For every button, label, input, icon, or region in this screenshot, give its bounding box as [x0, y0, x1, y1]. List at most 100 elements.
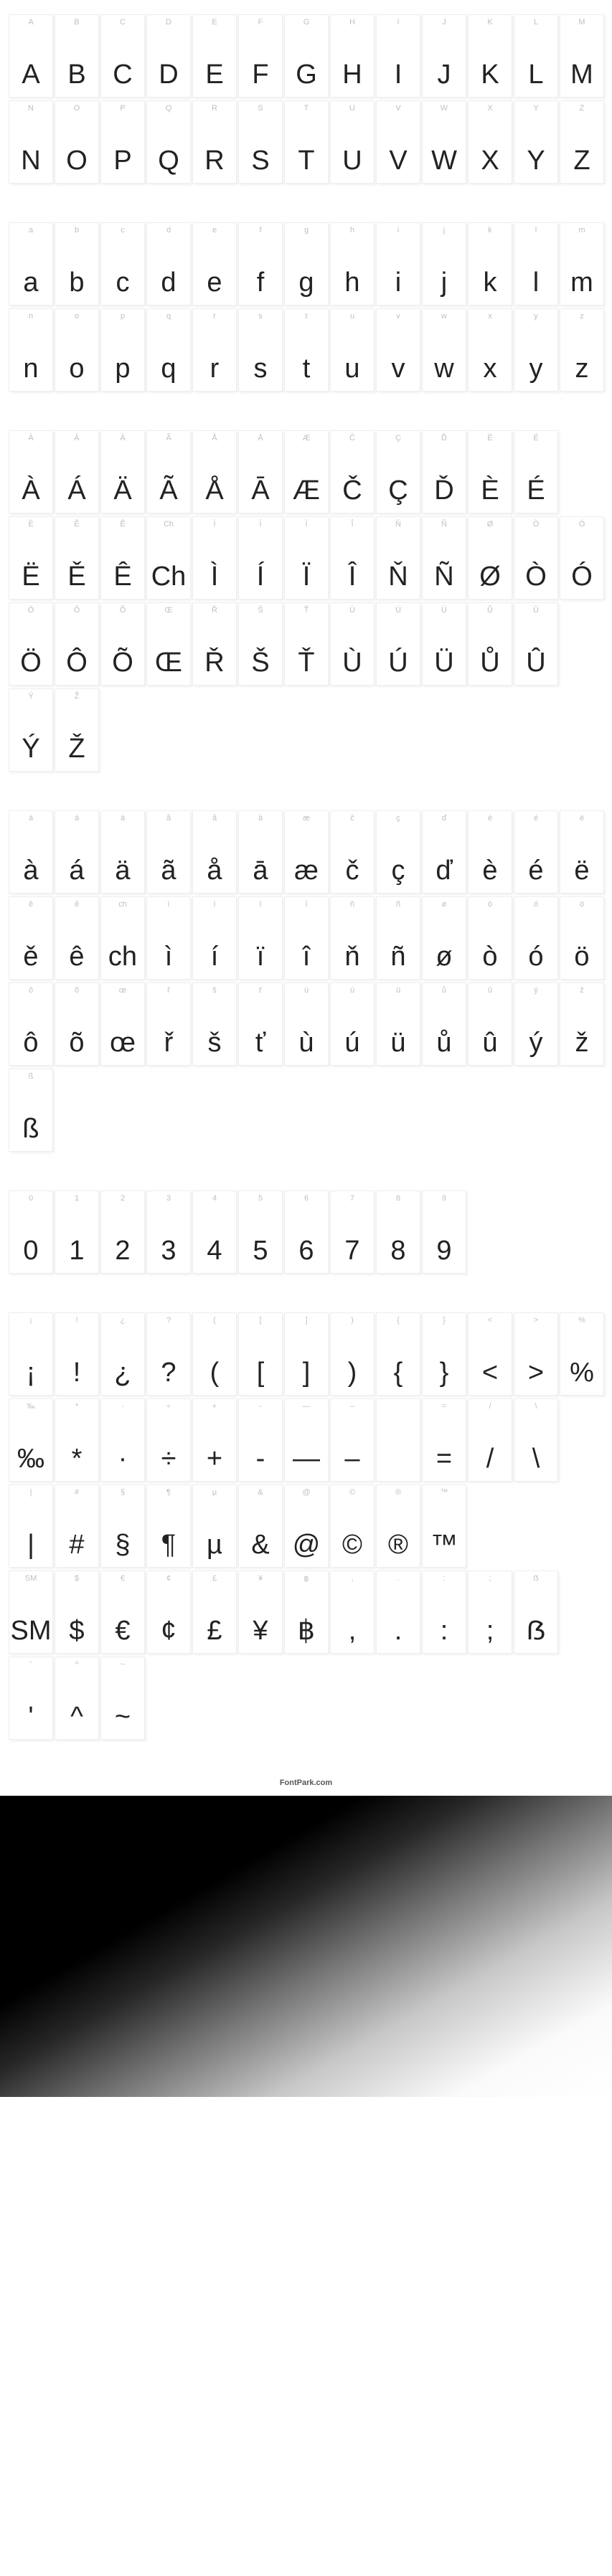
glyph-label: Ã [147, 434, 190, 442]
glyph-label: 7 [331, 1194, 374, 1203]
glyph-label: y [514, 312, 557, 321]
glyph-label: w [423, 312, 466, 321]
glyph-cell: ÍÍ [238, 516, 283, 600]
glyph-label: i [377, 226, 420, 235]
glyph-cell: 44 [192, 1190, 237, 1274]
glyph-label: O [55, 104, 98, 113]
glyph-cell: kk [468, 222, 512, 306]
glyph-label: ä [101, 814, 144, 823]
glyph-cell: $$ [55, 1571, 99, 1654]
glyph-cell: ÃÃ [146, 430, 191, 513]
glyph-cell: PP [100, 100, 145, 184]
glyph-label: C [101, 18, 144, 27]
glyph-display: W [423, 147, 466, 174]
glyph-display: 0 [9, 1237, 52, 1264]
glyph-display: É [514, 477, 557, 504]
glyph-display: Č [331, 477, 374, 504]
glyph-cell: āā [238, 810, 283, 894]
glyph-cell: ÜÜ [422, 602, 466, 686]
glyph-display: / [469, 1445, 512, 1472]
glyph-cell: ïï [238, 896, 283, 980]
glyph-row: ßß [9, 1069, 603, 1152]
glyph-label: ! [55, 1316, 98, 1325]
glyph-label: 1 [55, 1194, 98, 1203]
glyph-cell: pp [100, 308, 145, 392]
glyph-cell: DD [146, 14, 191, 98]
glyph-label: & [239, 1488, 282, 1497]
glyph-label: Ó [560, 520, 603, 529]
glyph-cell: ää [100, 810, 145, 894]
glyph-display: Ó [560, 563, 603, 590]
glyph-display: 8 [377, 1237, 420, 1264]
glyph-display: ™ [423, 1531, 466, 1558]
glyph-cell: 66 [284, 1190, 329, 1274]
glyph-label: ñ [377, 900, 420, 909]
glyph-display: F [239, 61, 282, 88]
glyph-display: – [331, 1445, 374, 1472]
glyph-cell: §§ [100, 1484, 145, 1568]
glyph-cell: ÙÙ [330, 602, 375, 686]
glyph-label: ì [147, 900, 190, 909]
glyph-label: q [147, 312, 190, 321]
glyph-cell: !! [55, 1312, 99, 1396]
glyph-cell: \\ [514, 1398, 558, 1482]
glyph-display: A [9, 61, 52, 88]
glyph-display: 2 [101, 1237, 144, 1264]
glyph-cell: øø [422, 896, 466, 980]
glyph-label: Y [514, 104, 557, 113]
glyph-cell: HH [330, 14, 375, 98]
glyph-label: ( [193, 1316, 236, 1325]
glyph-cell: // [468, 1398, 512, 1482]
glyph-label: © [331, 1488, 374, 1497]
glyph-cell: (( [192, 1312, 237, 1396]
glyph-display: œ [101, 1029, 144, 1056]
glyph-cell: čč [330, 810, 375, 894]
glyph-display: æ [285, 857, 328, 884]
glyph-display: Ö [9, 649, 52, 676]
glyph-display: Ý [9, 735, 52, 762]
glyph-label: š [193, 986, 236, 995]
glyph-label: Ë [9, 520, 52, 529]
glyph-cell: ěě [9, 896, 53, 980]
glyph-display: 6 [285, 1237, 328, 1264]
glyph-display: Ñ [423, 563, 466, 590]
glyph-display: Ã [147, 477, 190, 504]
glyph-cell: %% [560, 1312, 604, 1396]
glyph-cell: && [238, 1484, 283, 1568]
glyph-label: R [193, 104, 236, 113]
glyph-label: e [193, 226, 236, 235]
glyph-display: % [560, 1359, 603, 1386]
glyph-label: á [55, 814, 98, 823]
glyph-display: Ď [423, 477, 466, 504]
glyph-display: ě [9, 943, 52, 970]
glyph-cell: ýý [514, 982, 558, 1066]
group-spacer [9, 1155, 603, 1190]
glyph-display: ā [239, 857, 282, 884]
glyph-label: S [239, 104, 282, 113]
glyph-cell: ËË [9, 516, 53, 600]
glyph-label: ^ [55, 1660, 98, 1669]
glyph-cell: ÖÖ [9, 602, 53, 686]
glyph-label: k [469, 226, 512, 235]
glyph-label: Ü [423, 606, 466, 615]
glyph-cell: ìì [146, 896, 191, 980]
glyph-label: X [469, 104, 512, 113]
glyph-display: ù [285, 1029, 328, 1056]
glyph-display: * [55, 1445, 98, 1472]
glyph-display: Í [239, 563, 282, 590]
group-spacer [9, 186, 603, 222]
glyph-display: — [285, 1445, 328, 1472]
glyph-cell: ßß [9, 1069, 53, 1152]
glyph-label: £ [193, 1574, 236, 1583]
glyph-display: s [239, 355, 282, 382]
glyph-label: ; [469, 1574, 512, 1583]
glyph-cell: ûû [468, 982, 512, 1066]
glyph-label: H [331, 18, 374, 27]
glyph-label: ™ [423, 1488, 466, 1497]
glyph-cell: ŘŘ [192, 602, 237, 686]
glyph-label: Ì [193, 520, 236, 529]
glyph-label: ý [514, 986, 557, 995]
glyph-label: | [9, 1488, 52, 1497]
glyph-cell: ÚÚ [376, 602, 420, 686]
glyph-label: ó [514, 900, 557, 909]
